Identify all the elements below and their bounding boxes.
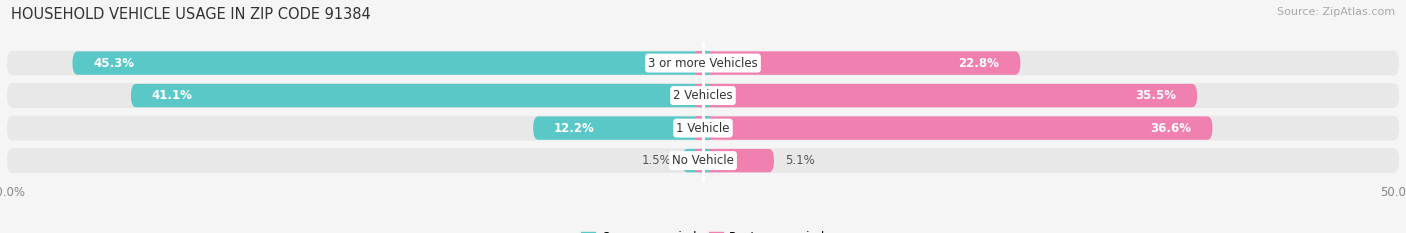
Bar [703, 51, 710, 75]
FancyBboxPatch shape [7, 148, 1399, 173]
Text: 45.3%: 45.3% [93, 57, 135, 70]
Text: No Vehicle: No Vehicle [672, 154, 734, 167]
Text: Source: ZipAtlas.com: Source: ZipAtlas.com [1277, 7, 1395, 17]
Text: 1.5%: 1.5% [641, 154, 671, 167]
Text: 35.5%: 35.5% [1135, 89, 1177, 102]
FancyBboxPatch shape [7, 51, 1399, 75]
Bar [696, 149, 703, 172]
FancyBboxPatch shape [7, 83, 1399, 108]
Text: 5.1%: 5.1% [785, 154, 815, 167]
Bar [696, 84, 703, 107]
FancyBboxPatch shape [696, 149, 773, 172]
FancyBboxPatch shape [73, 51, 710, 75]
FancyBboxPatch shape [696, 84, 1197, 107]
Text: 1 Vehicle: 1 Vehicle [676, 122, 730, 135]
Bar [703, 84, 710, 107]
Text: 3 or more Vehicles: 3 or more Vehicles [648, 57, 758, 70]
Legend: Owner-occupied, Renter-occupied: Owner-occupied, Renter-occupied [576, 226, 830, 233]
FancyBboxPatch shape [131, 84, 710, 107]
Text: 12.2%: 12.2% [554, 122, 595, 135]
FancyBboxPatch shape [696, 51, 1021, 75]
FancyBboxPatch shape [7, 116, 1399, 140]
FancyBboxPatch shape [696, 116, 1212, 140]
Text: 2 Vehicles: 2 Vehicles [673, 89, 733, 102]
Bar [696, 116, 703, 140]
Bar [696, 51, 703, 75]
Bar [703, 149, 710, 172]
Text: 22.8%: 22.8% [959, 57, 1000, 70]
FancyBboxPatch shape [682, 149, 710, 172]
Text: HOUSEHOLD VEHICLE USAGE IN ZIP CODE 91384: HOUSEHOLD VEHICLE USAGE IN ZIP CODE 9138… [11, 7, 371, 22]
Text: 36.6%: 36.6% [1150, 122, 1191, 135]
Bar [703, 116, 710, 140]
Text: 41.1%: 41.1% [152, 89, 193, 102]
FancyBboxPatch shape [533, 116, 710, 140]
